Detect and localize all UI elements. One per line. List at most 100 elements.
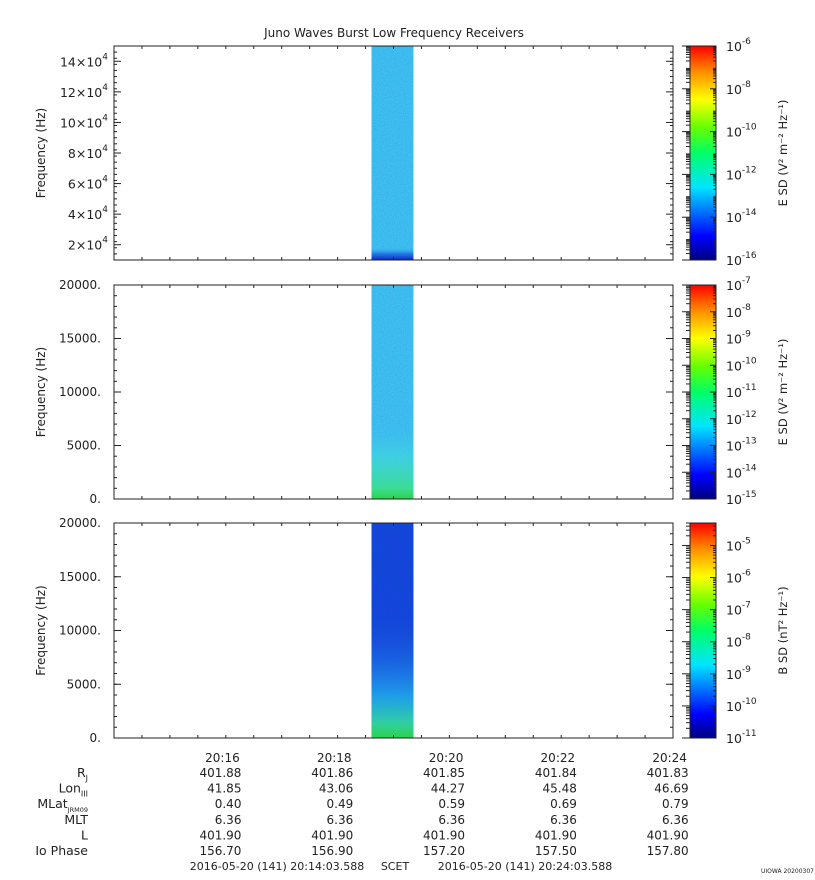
ephemeris-value: 401.90 [311,828,353,842]
y-tick-label: 15000. [59,332,101,346]
time-tick-label: 20:16 [205,751,240,765]
ephemeris-value: 401.88 [199,766,241,780]
ephemeris-value: 401.90 [423,828,465,842]
colorbar-tick-label: 10-12 [726,410,757,427]
ephemeris-value: 6.36 [662,813,689,827]
ephemeris-value: 46.69 [654,782,688,796]
colorbar-tick-label: 10-7 [726,601,751,618]
ephemeris-value: 157.50 [535,844,577,858]
colorbar [690,46,716,260]
ephemeris-value: 401.84 [535,766,577,780]
y-tick-label: 0. [90,731,101,745]
colorbar-tick-label: 10-6 [726,37,751,54]
panel-3: 0. 5000. 10000. 15000. 20000. Frequency (Hz) 1… [34,516,790,765]
ephemeris-row: RJ 401.88 401.86 401.85 401.84 401.83 [77,765,689,783]
colorbar-tick-label: 10-8 [726,633,751,650]
colorbar-tick-label: 10-15 [726,490,757,507]
ephemeris-value: 41.85 [207,782,241,796]
y-tick-label: 5000. [67,677,101,691]
ephemeris-label: Io Phase [35,843,88,858]
spectrogram-low-frequency-enhancement [371,46,414,260]
y-tick-label: 5000. [67,439,101,453]
colorbar-label: E SD (V² m⁻² Hz⁻¹) [776,100,790,207]
y-tick-label: 6×104 [68,175,108,192]
ephemeris-row: MLatJRM09 0.40 0.49 0.59 0.69 0.79 [37,796,688,814]
ephemeris-value: 44.27 [431,782,465,796]
ephemeris-row: LonIII 41.85 43.06 44.27 45.48 46.69 [59,781,689,799]
colorbar-frame [689,522,717,739]
ephemeris-value: 156.90 [311,844,353,858]
y-tick-label: 10000. [59,624,101,638]
colorbar-tick-label: 10-11 [726,383,757,400]
ephemeris-value: 0.49 [327,797,354,811]
panel-1: 2×104 4×104 6×104 8×104 10×104 12×104 14×104 Fr… [34,37,790,268]
colorbar-tick-label: 10-9 [726,330,751,347]
ephemeris-value: 0.79 [662,797,689,811]
ephemeris-value: 157.80 [647,844,689,858]
y-tick-label: 14×104 [60,52,108,69]
colorbar-label: B SD (nT² Hz⁻¹) [776,586,790,674]
y-tick-label: 20000. [59,278,101,292]
colorbar-tick-label: 10-12 [726,165,757,182]
ephemeris-label: MLT [64,812,88,827]
ephemeris-label: RJ [77,765,88,783]
colorbar-tick-label: 10-5 [726,536,751,553]
colorbar-tick-label: 10-11 [726,729,757,746]
ephemeris-value: 6.36 [327,813,354,827]
colorbar-frame [689,45,717,261]
ephemeris-value: 6.36 [438,813,465,827]
time-tick-label: 20:24 [652,751,687,765]
ephemeris-row: Io Phase 156.70 156.90 157.20 157.50 157.80 [35,843,688,858]
time-tick-label: 20:18 [317,751,352,765]
colorbar-tick-label: 10-10 [726,697,757,714]
ephemeris-value: 401.86 [311,766,353,780]
y-tick-label: 10000. [59,385,101,399]
footer-stamp: UIOWA 20200307 [761,868,814,875]
ephemeris-value: 401.85 [423,766,465,780]
y-tick-label: 12×104 [60,83,108,100]
ephemeris-value: 0.59 [438,797,465,811]
colorbar [690,523,716,738]
colorbar-tick-label: 10-7 [726,276,751,293]
colorbar-tick-label: 10-16 [726,251,757,268]
time-tick-label: 20:20 [429,751,464,765]
y-axis-label: Frequency (Hz) [34,108,48,199]
colorbar-tick-label: 10-14 [726,463,757,480]
ephemeris-value: 401.90 [647,828,689,842]
ephemeris-label: MLatJRM09 [37,796,88,814]
ephemeris-value: 157.20 [423,844,465,858]
colorbar-tick-label: 10-8 [726,303,751,320]
colorbar-tick-label: 10-8 [726,80,751,97]
ephemeris-value: 45.48 [542,782,576,796]
ephemeris-row: L 401.90 401.90 401.90 401.90 401.90 [81,827,689,842]
ephemeris-label: LonIII [59,781,88,799]
ephemeris-value: 401.83 [647,766,689,780]
y-tick-label: 0. [90,492,101,506]
ephemeris-value: 401.90 [535,828,577,842]
time-tick-label: 20:22 [541,751,576,765]
ephemeris-table: RJ 401.88 401.86 401.85 401.84 401.83 LonIII 41… [35,765,688,858]
spectrogram-low-frequency-enhancement [371,523,414,738]
y-tick-label: 20000. [59,516,101,530]
spectrogram-panels: 2×104 4×104 6×104 8×104 10×104 12×104 14×104 Fr… [34,37,790,765]
spectrogram-low-frequency-enhancement [371,285,414,499]
y-axis-label: Frequency (Hz) [34,347,48,438]
footer-start-time: 2016-05-20 (141) 20:14:03.588 [190,860,364,873]
ephemeris-value: 401.90 [199,828,241,842]
colorbar-tick-label: 10-14 [726,208,757,225]
y-axis-label: Frequency (Hz) [34,585,48,676]
chart-title: Juno Waves Burst Low Frequency Receivers [263,26,524,40]
ephemeris-label: L [81,827,88,842]
y-tick-label: 8×104 [68,144,108,161]
colorbar-tick-label: 10-10 [726,356,757,373]
y-tick-label: 15000. [59,570,101,584]
ephemeris-value: 6.36 [215,813,242,827]
y-tick-label: 10×104 [60,113,108,130]
colorbar-tick-label: 10-10 [726,123,757,140]
ephemeris-value: 0.69 [550,797,577,811]
y-tick-label: 2×104 [68,236,108,253]
panel-2: 0. 5000. 10000. 15000. 20000. Frequency (Hz) 1… [34,276,790,507]
colorbar-tick-label: 10-9 [726,665,751,682]
colorbar-tick-label: 10-13 [726,437,757,454]
